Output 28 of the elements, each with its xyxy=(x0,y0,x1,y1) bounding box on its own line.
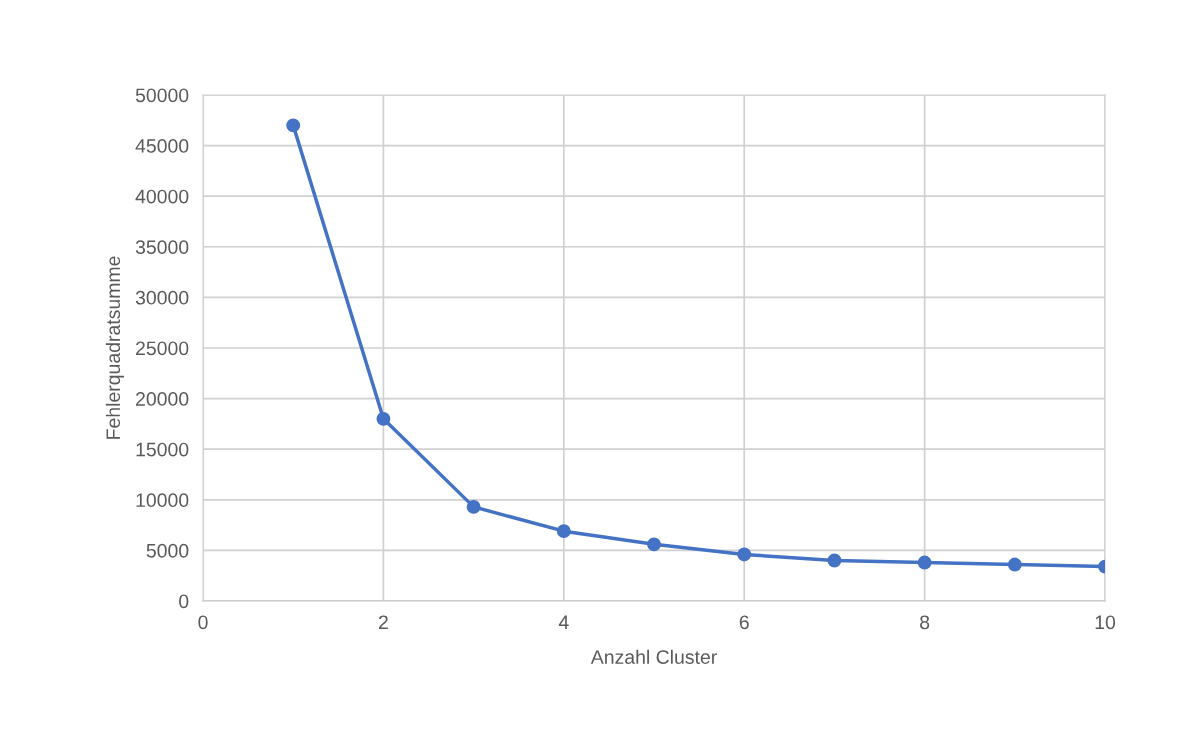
y-tick-label: 10000 xyxy=(136,493,189,508)
x-tick-label: 10 xyxy=(1095,615,1116,630)
point xyxy=(647,537,661,552)
point xyxy=(1007,557,1022,572)
y-tick-label: 15000 xyxy=(136,442,189,457)
x-tick-label: 0 xyxy=(198,615,208,630)
point xyxy=(556,524,571,539)
y-tick-label: 0 xyxy=(179,594,189,609)
y-axis-title: Fehlerquadratsumme xyxy=(105,256,124,439)
x-tick-label: 4 xyxy=(558,615,569,629)
y-tick-label: 20000 xyxy=(136,392,189,406)
y-tick-label: 25000 xyxy=(136,341,189,356)
y-tick-label: 50000 xyxy=(135,88,189,103)
y-tick-label: 40000 xyxy=(135,189,189,204)
x-tick-label: 8 xyxy=(920,615,930,630)
point xyxy=(737,547,752,562)
point xyxy=(917,555,932,570)
point xyxy=(827,553,842,568)
y-tick-label: 30000 xyxy=(135,290,189,305)
y-tick-label: 35000 xyxy=(135,240,189,255)
x-tick-label: 6 xyxy=(739,615,749,630)
point xyxy=(376,411,391,426)
point xyxy=(286,118,301,133)
y-tick-label: 45000 xyxy=(135,139,189,153)
x-axis-title: Anzahl Cluster xyxy=(590,649,717,664)
x-tick-label: 2 xyxy=(378,615,388,629)
point xyxy=(466,499,481,514)
y-tick-label: 5000 xyxy=(146,543,189,558)
